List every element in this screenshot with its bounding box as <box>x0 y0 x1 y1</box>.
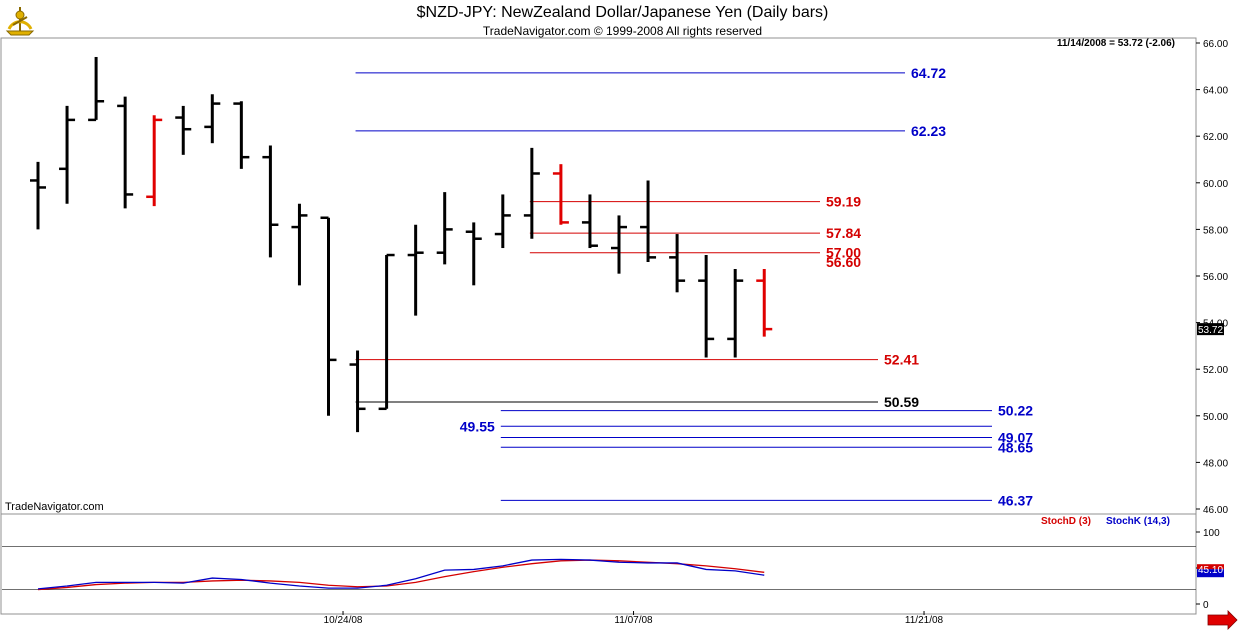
ohlc-bar <box>233 101 250 169</box>
level-label: 62.23 <box>911 123 946 139</box>
ohlc-bar <box>727 269 744 358</box>
x-tick-label: 11/21/08 <box>905 615 944 626</box>
level-label: 64.72 <box>911 65 946 81</box>
ohlc-bar <box>669 234 686 293</box>
level-label: 56.60 <box>826 254 861 270</box>
ohlc-bar <box>698 255 715 358</box>
stoch-d-tag <box>1197 564 1224 570</box>
level-label: 48.65 <box>998 439 1033 455</box>
level-label: 49.55 <box>460 418 495 434</box>
y-tick-label: 50.00 <box>1203 412 1228 423</box>
y-tick-label: 46.00 <box>1203 505 1228 516</box>
last-price-tag-label: 53.72 <box>1198 325 1223 336</box>
y-tick-label: 66.00 <box>1203 39 1228 50</box>
ohlc-bar <box>204 94 221 144</box>
stoch-k-tag <box>1197 569 1224 578</box>
ohlc-bar <box>523 147 540 239</box>
ohlc-bar <box>494 194 511 249</box>
ohlc-bar <box>88 56 105 122</box>
last-price-tag <box>1197 323 1224 336</box>
level-label: 46.37 <box>998 492 1033 508</box>
y-tick-label: 52.00 <box>1203 365 1228 376</box>
stoch-y-tick-label: 100 <box>1203 528 1220 539</box>
ohlc-bar <box>756 269 773 337</box>
level-label: 50.22 <box>998 403 1033 419</box>
ohlc-bar <box>146 115 163 207</box>
chart-title: $NZD-JPY: NewZealand Dollar/Japanese Yen… <box>416 4 829 21</box>
legend-stoch-d: StochD (3) <box>1041 516 1091 527</box>
level-label: 49.07 <box>998 429 1033 445</box>
ohlc-bar <box>378 253 395 411</box>
level-label: 50.59 <box>884 394 919 410</box>
x-tick-label: 11/07/08 <box>614 615 653 626</box>
ohlc-bar <box>611 215 627 274</box>
ohlc-bar <box>59 105 76 204</box>
ohlc-bar <box>291 203 308 286</box>
ohlc-bar <box>581 194 598 249</box>
stoch-y-tick-label: 0 <box>1203 600 1209 611</box>
ohlc-bar <box>117 96 134 209</box>
ohlc-bar <box>349 350 366 433</box>
x-tick-label: 10/24/08 <box>324 615 363 626</box>
ohlc-bar <box>320 216 337 416</box>
stoch-k-line <box>37 558 765 590</box>
ohlc-bar <box>262 145 279 258</box>
y-tick-label: 60.00 <box>1203 179 1228 190</box>
stoch-panel-frame <box>0 513 1197 615</box>
ohlc-bar <box>465 222 482 286</box>
ohlc-bar <box>30 161 46 230</box>
ohlc-bar <box>552 164 569 225</box>
scroll-right-arrow-icon[interactable] <box>1207 610 1238 630</box>
y-tick-label: 56.00 <box>1203 272 1228 283</box>
stoch-d-line <box>37 559 765 591</box>
brand-text: TradeNavigator.com <box>5 501 104 513</box>
ohlc-bar <box>640 180 657 263</box>
level-label: 59.19 <box>826 194 861 210</box>
chart-subtitle: TradeNavigator.com © 1999-2008 All right… <box>482 24 763 38</box>
ohlc-bar <box>436 192 453 265</box>
y-tick-label: 48.00 <box>1203 458 1228 469</box>
level-label: 57.84 <box>826 225 861 241</box>
sextant-logo-icon <box>3 3 37 37</box>
y-tick-label: 64.00 <box>1203 86 1228 97</box>
y-tick-label: 58.00 <box>1203 225 1228 236</box>
ohlc-bar <box>407 224 424 316</box>
level-label: 52.41 <box>884 352 919 368</box>
price-readout: 11/14/2008 = 53.72 (-2.06) <box>1056 38 1175 49</box>
stoch-last-value-label: 45.10 <box>1198 565 1223 576</box>
legend-stoch-k: StochK (14,3) <box>1106 516 1170 527</box>
level-label: 57.00 <box>826 245 861 261</box>
y-tick-label: 62.00 <box>1203 132 1228 143</box>
ohlc-bar <box>175 105 192 155</box>
